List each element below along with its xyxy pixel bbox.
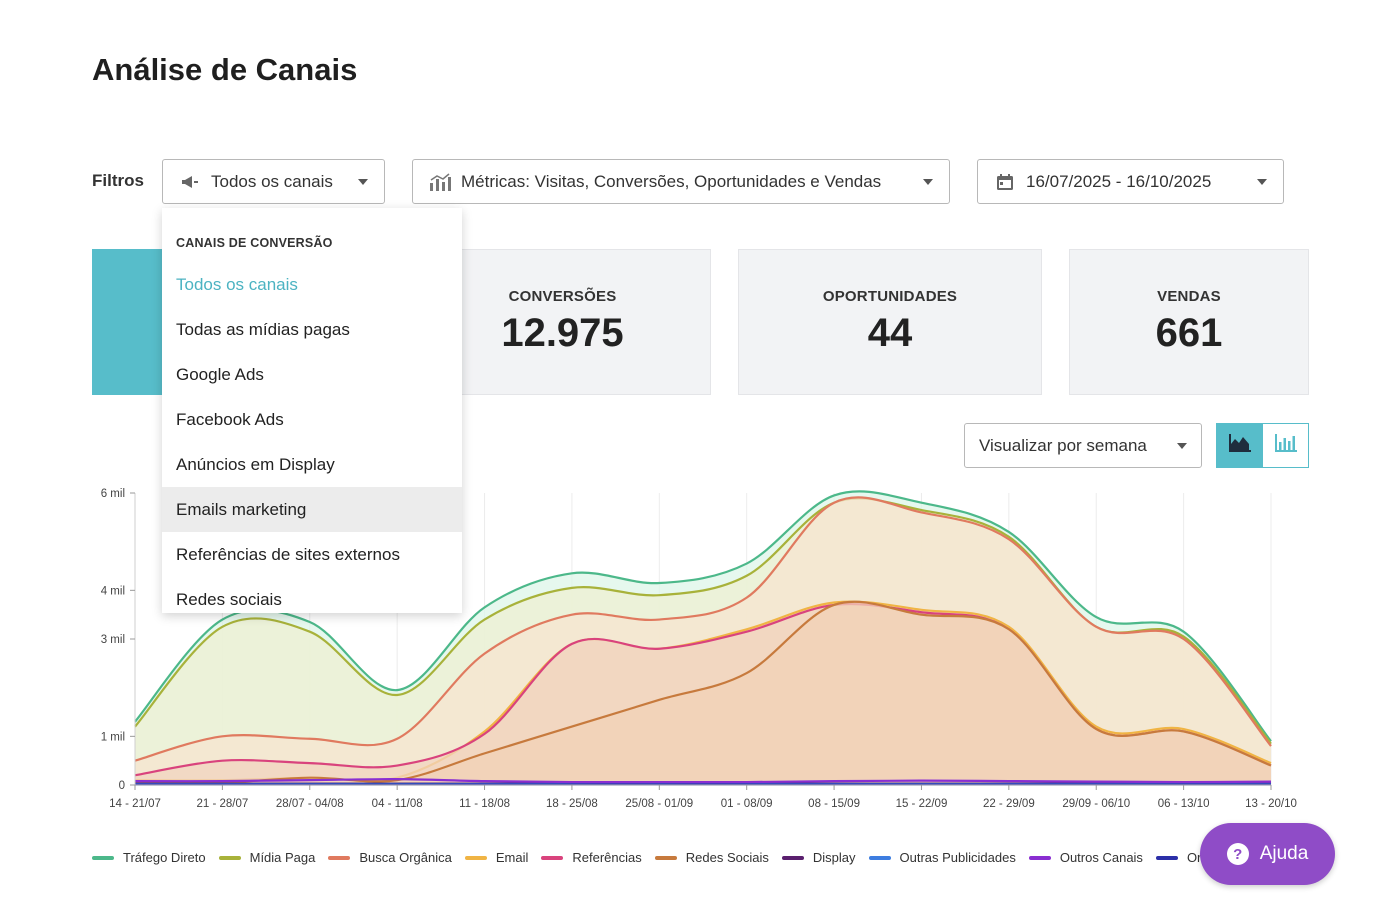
legend-label: Display	[812, 850, 856, 865]
x-tick-label: 21 - 28/07	[196, 798, 248, 810]
legend-label: Email	[495, 850, 529, 865]
legend-label: Referências	[572, 850, 642, 865]
x-tick-label: 28/07 - 04/08	[276, 798, 344, 810]
kpi-card-opportunities: OPORTUNIDADES 44	[738, 249, 1042, 395]
series-line-outros-canais	[134, 778, 1272, 784]
area-chart-icon	[1228, 434, 1251, 457]
chevron-down-icon	[1257, 178, 1267, 185]
legend-item[interactable]: Tráfego Direto	[92, 850, 206, 865]
bar-chart-icon	[1274, 434, 1297, 457]
dropdown-item[interactable]: Redes sociais	[176, 589, 282, 609]
page-title: Análise de Canais	[92, 52, 358, 87]
legend-label: Outras Publicidades	[899, 850, 1016, 865]
kpi-card-conversions: CONVERSÕES 12.975	[414, 249, 711, 395]
series-line-redes-sociais	[134, 600, 1272, 785]
legend-label: Mídia Paga	[249, 850, 316, 865]
kpi-label: CONVERSÕES	[508, 288, 617, 305]
legend-item[interactable]: Display	[781, 850, 856, 865]
dropdown-item[interactable]: Google Ads	[176, 364, 264, 384]
y-tick-label: 1 mil	[101, 731, 125, 743]
legend-swatch	[541, 855, 564, 860]
dropdown-item[interactable]: Emails marketing	[162, 487, 462, 532]
legend-swatch	[464, 855, 487, 860]
legend-swatch	[1155, 855, 1178, 860]
legend-swatch	[1028, 855, 1051, 860]
x-tick-label: 22 - 29/09	[983, 798, 1035, 810]
chart-icon	[429, 172, 451, 192]
metrics-filter-select[interactable]: Métricas: Visitas, Conversões, Oportunid…	[412, 159, 950, 204]
legend-item[interactable]: Busca Orgânica	[328, 850, 452, 865]
dropdown-item[interactable]: Anúncios em Display	[176, 454, 335, 474]
legend-swatch	[218, 855, 241, 860]
x-tick-label: 25/08 - 01/09	[625, 798, 693, 810]
series-line-trafego-direto	[134, 490, 1272, 742]
x-tick-label: 14 - 21/07	[109, 798, 161, 810]
channel-filter-select[interactable]: Todos os canais	[162, 159, 385, 204]
date-range-value: 16/07/2025 - 16/10/2025	[1026, 171, 1212, 191]
view-period-value: Visualizar por semana	[979, 435, 1147, 455]
legend-label: Tráfego Direto	[123, 850, 206, 865]
legend-label: Busca Orgânica	[359, 850, 452, 865]
help-button[interactable]: ? Ajuda	[1200, 823, 1335, 885]
x-tick-label: 08 - 15/09	[808, 798, 860, 810]
y-tick-label: 3 mil	[101, 634, 125, 646]
dropdown-item[interactable]: Todos os canais	[176, 274, 298, 294]
channel-dropdown-menu: CANAIS DE CONVERSÃO Todos os canais Toda…	[162, 208, 462, 613]
legend-label: Redes Sociais	[685, 850, 769, 865]
channel-area-chart: 0 1 mil 3 mil 4 mil 6 mil 14 - 21/07 21 - 28/0…	[101, 488, 1297, 810]
legend-label: Outros Canais	[1059, 850, 1143, 865]
legend-swatch	[781, 855, 804, 860]
legend-swatch	[868, 855, 891, 860]
y-tick-label: 0	[119, 780, 125, 792]
question-icon: ?	[1226, 843, 1249, 865]
chevron-down-icon	[1177, 442, 1187, 449]
kpi-label: VENDAS	[1157, 288, 1221, 305]
x-tick-label: 15 - 22/09	[896, 798, 948, 810]
legend-swatch	[92, 855, 114, 860]
dropdown-item[interactable]: Todas as mídias pagas	[176, 319, 350, 339]
metrics-filter-value: Métricas: Visitas, Conversões, Oportunid…	[461, 171, 882, 191]
legend-swatch	[328, 855, 351, 860]
bar-chart-toggle[interactable]	[1262, 423, 1309, 468]
x-tick-label: 11 - 18/08	[459, 798, 510, 810]
kpi-card-sales: VENDAS 661	[1069, 249, 1309, 395]
legend-item[interactable]: Email	[464, 850, 529, 865]
legend-item[interactable]: Mídia Paga	[218, 850, 316, 865]
megaphone-icon	[179, 172, 201, 192]
y-tick-label: 6 mil	[101, 488, 125, 500]
dropdown-item[interactable]: Facebook Ads	[176, 409, 284, 429]
area-redes-sociais	[135, 601, 1271, 785]
kpi-value: 12.975	[501, 311, 624, 355]
view-period-select[interactable]: Visualizar por semana	[964, 423, 1202, 468]
legend-item[interactable]: Redes Sociais	[654, 850, 769, 865]
chevron-down-icon	[923, 178, 933, 185]
x-tick-label: 06 - 13/10	[1158, 798, 1210, 810]
area-chart-toggle[interactable]	[1216, 423, 1263, 468]
kpi-value: 44	[867, 311, 913, 355]
dropdown-header: CANAIS DE CONVERSÃO	[176, 236, 333, 250]
calendar-icon	[994, 172, 1016, 192]
x-tick-label: 04 - 11/08	[372, 798, 423, 810]
channel-filter-value: Todos os canais	[211, 171, 333, 191]
legend-swatch	[654, 855, 677, 860]
help-label: Ajuda	[1259, 843, 1309, 864]
y-tick-label: 4 mil	[101, 585, 125, 597]
legend-item[interactable]: Outras Publicidades	[868, 850, 1016, 865]
filters-label: Filtros	[92, 171, 144, 190]
chevron-down-icon	[358, 178, 368, 185]
x-tick-label: 18 - 25/08	[546, 798, 598, 810]
kpi-label: OPORTUNIDADES	[822, 288, 958, 305]
legend-item[interactable]: Outros Canais	[1028, 850, 1143, 865]
kpi-value: 661	[1155, 311, 1223, 355]
legend-item[interactable]: Referências	[541, 850, 642, 865]
chart-legend: Tráfego Direto Mídia Paga Busca Orgânica Em…	[92, 850, 1225, 865]
dropdown-item[interactable]: Referências de sites externos	[176, 544, 400, 564]
series-line-busca-organica	[134, 496, 1272, 762]
x-tick-label: 29/09 - 06/10	[1062, 798, 1130, 810]
x-tick-label: 13 - 20/10	[1245, 798, 1297, 810]
date-range-select[interactable]: 16/07/2025 - 16/10/2025	[977, 159, 1284, 204]
x-tick-label: 01 - 08/09	[721, 798, 773, 810]
